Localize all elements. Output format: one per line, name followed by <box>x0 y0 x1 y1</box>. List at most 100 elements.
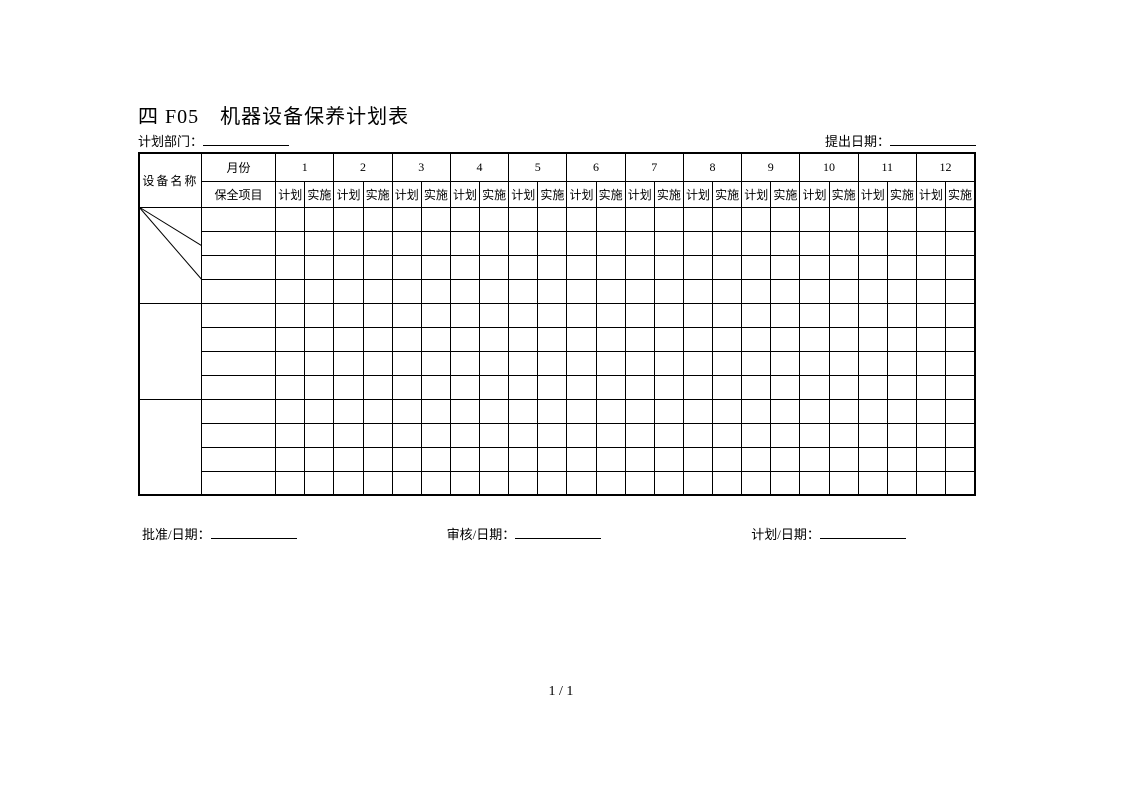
plan-cell <box>538 327 567 351</box>
plan-cell <box>625 327 654 351</box>
plan-cell <box>800 399 829 423</box>
equipment-name-cell <box>139 303 201 399</box>
plan-cell <box>334 375 363 399</box>
maintenance-plan-table: 设备名称月份123456789101112保全项目计划实施计划实施计划实施计划实… <box>138 152 976 496</box>
plan-cell <box>334 303 363 327</box>
plan-cell <box>334 447 363 471</box>
plan-cell <box>829 423 858 447</box>
plan-cell <box>800 207 829 231</box>
plan-cell <box>276 447 305 471</box>
plan-cell <box>450 327 479 351</box>
plan-cell <box>858 327 887 351</box>
col-header-month: 2 <box>334 153 392 181</box>
project-cell <box>201 231 275 255</box>
plan-cell <box>887 207 916 231</box>
plan-cell <box>946 399 975 423</box>
plan-cell <box>713 471 742 495</box>
col-header-month: 6 <box>567 153 625 181</box>
plan-cell <box>916 279 945 303</box>
plan-cell <box>305 447 334 471</box>
plan-cell <box>771 231 800 255</box>
plan-cell <box>800 327 829 351</box>
plan-cell <box>334 279 363 303</box>
plan-cell <box>509 303 538 327</box>
col-header-month: 7 <box>625 153 683 181</box>
plan-cell <box>334 231 363 255</box>
plan-cell <box>713 207 742 231</box>
plan-cell <box>887 447 916 471</box>
plan-cell <box>450 207 479 231</box>
col-header-month: 4 <box>450 153 508 181</box>
plan-cell <box>654 423 683 447</box>
plan-cell <box>480 423 509 447</box>
plan-cell <box>683 423 712 447</box>
plan-cell <box>858 255 887 279</box>
plan-cell <box>713 375 742 399</box>
col-header-sub: 实施 <box>363 181 392 207</box>
plan-cell <box>654 351 683 375</box>
plan-field: 计划/日期： <box>751 524 906 543</box>
plan-cell <box>713 303 742 327</box>
plan-cell <box>305 279 334 303</box>
plan-cell <box>392 279 421 303</box>
col-header-month: 11 <box>858 153 916 181</box>
col-header-sub: 计划 <box>742 181 771 207</box>
plan-cell <box>742 207 771 231</box>
plan-cell <box>887 471 916 495</box>
plan-cell <box>771 279 800 303</box>
plan-cell <box>567 447 596 471</box>
plan-cell <box>363 207 392 231</box>
plan-cell <box>858 303 887 327</box>
plan-cell <box>683 255 712 279</box>
plan-cell <box>392 423 421 447</box>
plan-cell <box>276 351 305 375</box>
plan-cell <box>800 231 829 255</box>
plan-cell <box>363 303 392 327</box>
plan-cell <box>538 375 567 399</box>
plan-cell <box>625 279 654 303</box>
plan-cell <box>596 231 625 255</box>
plan-cell <box>421 423 450 447</box>
col-header-sub: 计划 <box>392 181 421 207</box>
plan-cell <box>625 471 654 495</box>
plan-cell <box>683 471 712 495</box>
plan-cell <box>567 303 596 327</box>
plan-cell <box>713 399 742 423</box>
plan-cell <box>421 231 450 255</box>
col-header-sub: 实施 <box>305 181 334 207</box>
review-field: 审核/日期： <box>447 524 602 543</box>
approve-label: 批准/日期： <box>142 524 211 543</box>
project-cell <box>201 399 275 423</box>
plan-cell <box>742 351 771 375</box>
plan-cell <box>887 231 916 255</box>
col-header-equipment-name: 设备名称 <box>139 153 201 207</box>
plan-cell <box>858 207 887 231</box>
project-cell <box>201 351 275 375</box>
plan-cell <box>567 327 596 351</box>
plan-cell <box>829 399 858 423</box>
plan-cell <box>916 423 945 447</box>
plan-cell <box>363 399 392 423</box>
plan-cell <box>742 375 771 399</box>
plan-cell <box>858 447 887 471</box>
plan-cell <box>654 399 683 423</box>
plan-cell <box>683 327 712 351</box>
plan-cell <box>480 399 509 423</box>
plan-cell <box>713 231 742 255</box>
plan-cell <box>596 351 625 375</box>
plan-cell <box>596 471 625 495</box>
plan-cell <box>509 471 538 495</box>
plan-cell <box>392 207 421 231</box>
plan-cell <box>509 375 538 399</box>
col-header-sub: 计划 <box>334 181 363 207</box>
plan-cell <box>771 423 800 447</box>
plan-cell <box>916 471 945 495</box>
plan-cell <box>334 399 363 423</box>
plan-cell <box>276 231 305 255</box>
col-header-sub: 计划 <box>800 181 829 207</box>
plan-cell <box>421 327 450 351</box>
plan-cell <box>538 255 567 279</box>
col-header-sub: 计划 <box>509 181 538 207</box>
plan-cell <box>392 327 421 351</box>
col-header-sub: 实施 <box>887 181 916 207</box>
